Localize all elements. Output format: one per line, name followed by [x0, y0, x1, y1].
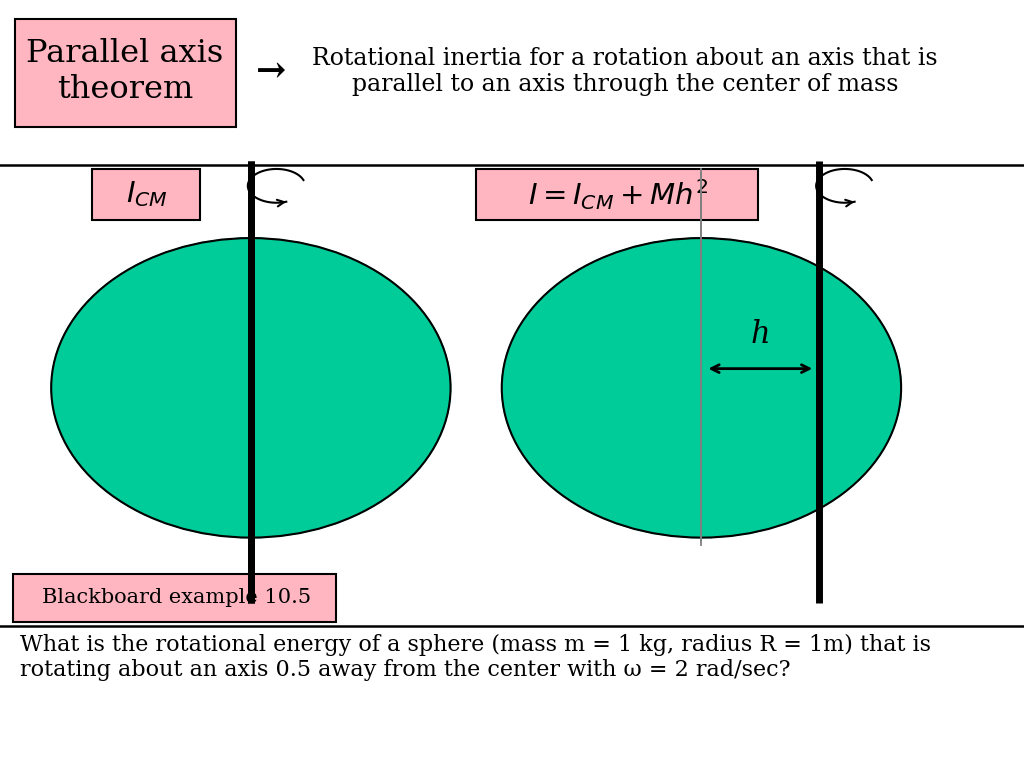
Text: Rotational inertia for a rotation about an axis that is
parallel to an axis thro: Rotational inertia for a rotation about …	[312, 47, 938, 96]
Text: Blackboard example 10.5: Blackboard example 10.5	[42, 588, 310, 607]
Text: $I_{CM}$: $I_{CM}$	[126, 180, 167, 209]
Text: $I = I_{CM} + Mh^2$: $I = I_{CM} + Mh^2$	[527, 177, 708, 212]
Text: h: h	[751, 319, 770, 349]
Text: →: →	[256, 55, 287, 88]
FancyBboxPatch shape	[13, 574, 336, 622]
Text: What is the rotational energy of a sphere (mass m = 1 kg, radius R = 1m) that is: What is the rotational energy of a spher…	[20, 634, 932, 681]
Circle shape	[51, 238, 451, 538]
FancyBboxPatch shape	[476, 169, 758, 220]
FancyBboxPatch shape	[15, 19, 236, 127]
Text: Parallel axis
theorem: Parallel axis theorem	[27, 38, 223, 104]
Circle shape	[502, 238, 901, 538]
FancyBboxPatch shape	[92, 169, 200, 220]
